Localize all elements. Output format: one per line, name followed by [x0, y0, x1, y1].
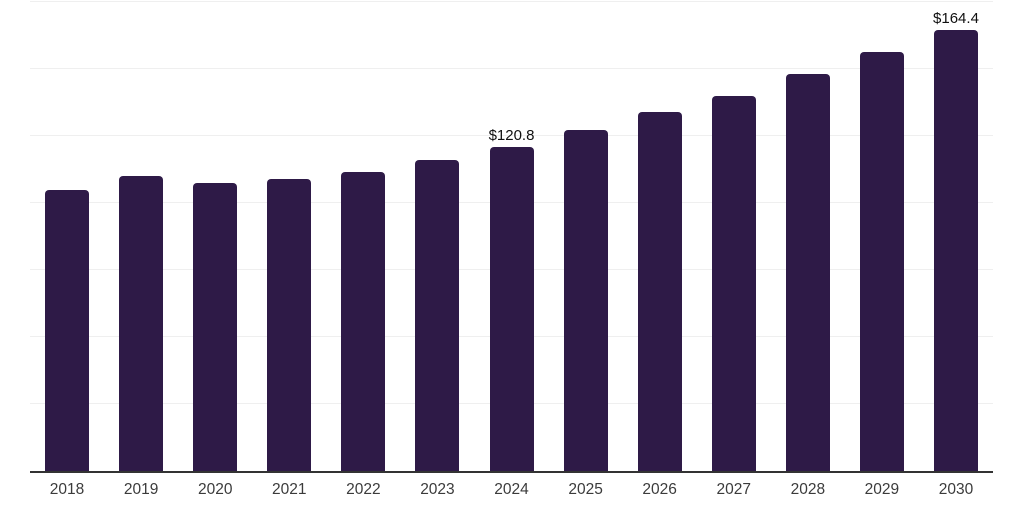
x-tick-2027: 2027: [716, 481, 751, 498]
bar-slot-2018: [30, 2, 104, 471]
x-tick-2018: 2018: [49, 481, 85, 498]
bar-2020: [193, 183, 238, 471]
bar-slot-2025: [549, 2, 623, 471]
bar-2027: [711, 95, 756, 471]
bar-2026: [637, 112, 682, 471]
bar-slot-2021: [252, 2, 326, 471]
bar-2021: [267, 179, 312, 471]
bar-slot-2020: [178, 2, 252, 471]
bar-2030: [933, 30, 978, 471]
bar-slot-2019: [104, 2, 178, 471]
x-tick-2022: 2022: [346, 481, 381, 498]
plot-area: $120.8 $164.4: [30, 1, 993, 473]
x-tick-2028: 2028: [790, 481, 826, 498]
bar-slot-2030: $164.4: [919, 2, 993, 471]
x-tick-2023: 2023: [420, 481, 455, 498]
bar-slot-2029: [845, 2, 919, 471]
bar-2019: [119, 176, 164, 471]
bar-2024: [489, 147, 534, 471]
gridline-125: [30, 135, 993, 136]
bar-slot-2023: [400, 2, 474, 471]
x-tick-2030: 2030: [938, 481, 974, 498]
bar-2025: [563, 130, 608, 471]
bar-2029: [859, 51, 904, 471]
bar-slot-2027: [697, 2, 771, 471]
bar-slot-2024: $120.8: [474, 2, 548, 471]
x-tick-2021: 2021: [272, 481, 307, 498]
bar-slot-2022: [326, 2, 400, 471]
bar-2018: [45, 189, 90, 471]
bar-2022: [341, 171, 386, 471]
gridline-175: [30, 1, 993, 2]
bar-slot-2026: [623, 2, 697, 471]
gridline-150: [30, 68, 993, 69]
bar-2028: [785, 74, 830, 471]
x-tick-2024: 2024: [494, 481, 529, 498]
x-tick-2025: 2025: [568, 481, 603, 498]
x-tick-2019: 2019: [123, 481, 159, 498]
bar-2023: [415, 160, 460, 471]
x-tick-2026: 2026: [642, 481, 677, 498]
bar-value-label-2030: $164.4: [933, 10, 979, 28]
x-tick-2020: 2020: [197, 481, 233, 498]
bars-row: $120.8 $164.4: [30, 2, 993, 471]
bar-slot-2028: [771, 2, 845, 471]
x-tick-2029: 2029: [864, 481, 900, 498]
bar-value-label-2024: $120.8: [488, 127, 535, 145]
x-axis: 2018 2019 2020 2021 2022 2023 2024 2025 2026 2027…: [30, 481, 993, 500]
